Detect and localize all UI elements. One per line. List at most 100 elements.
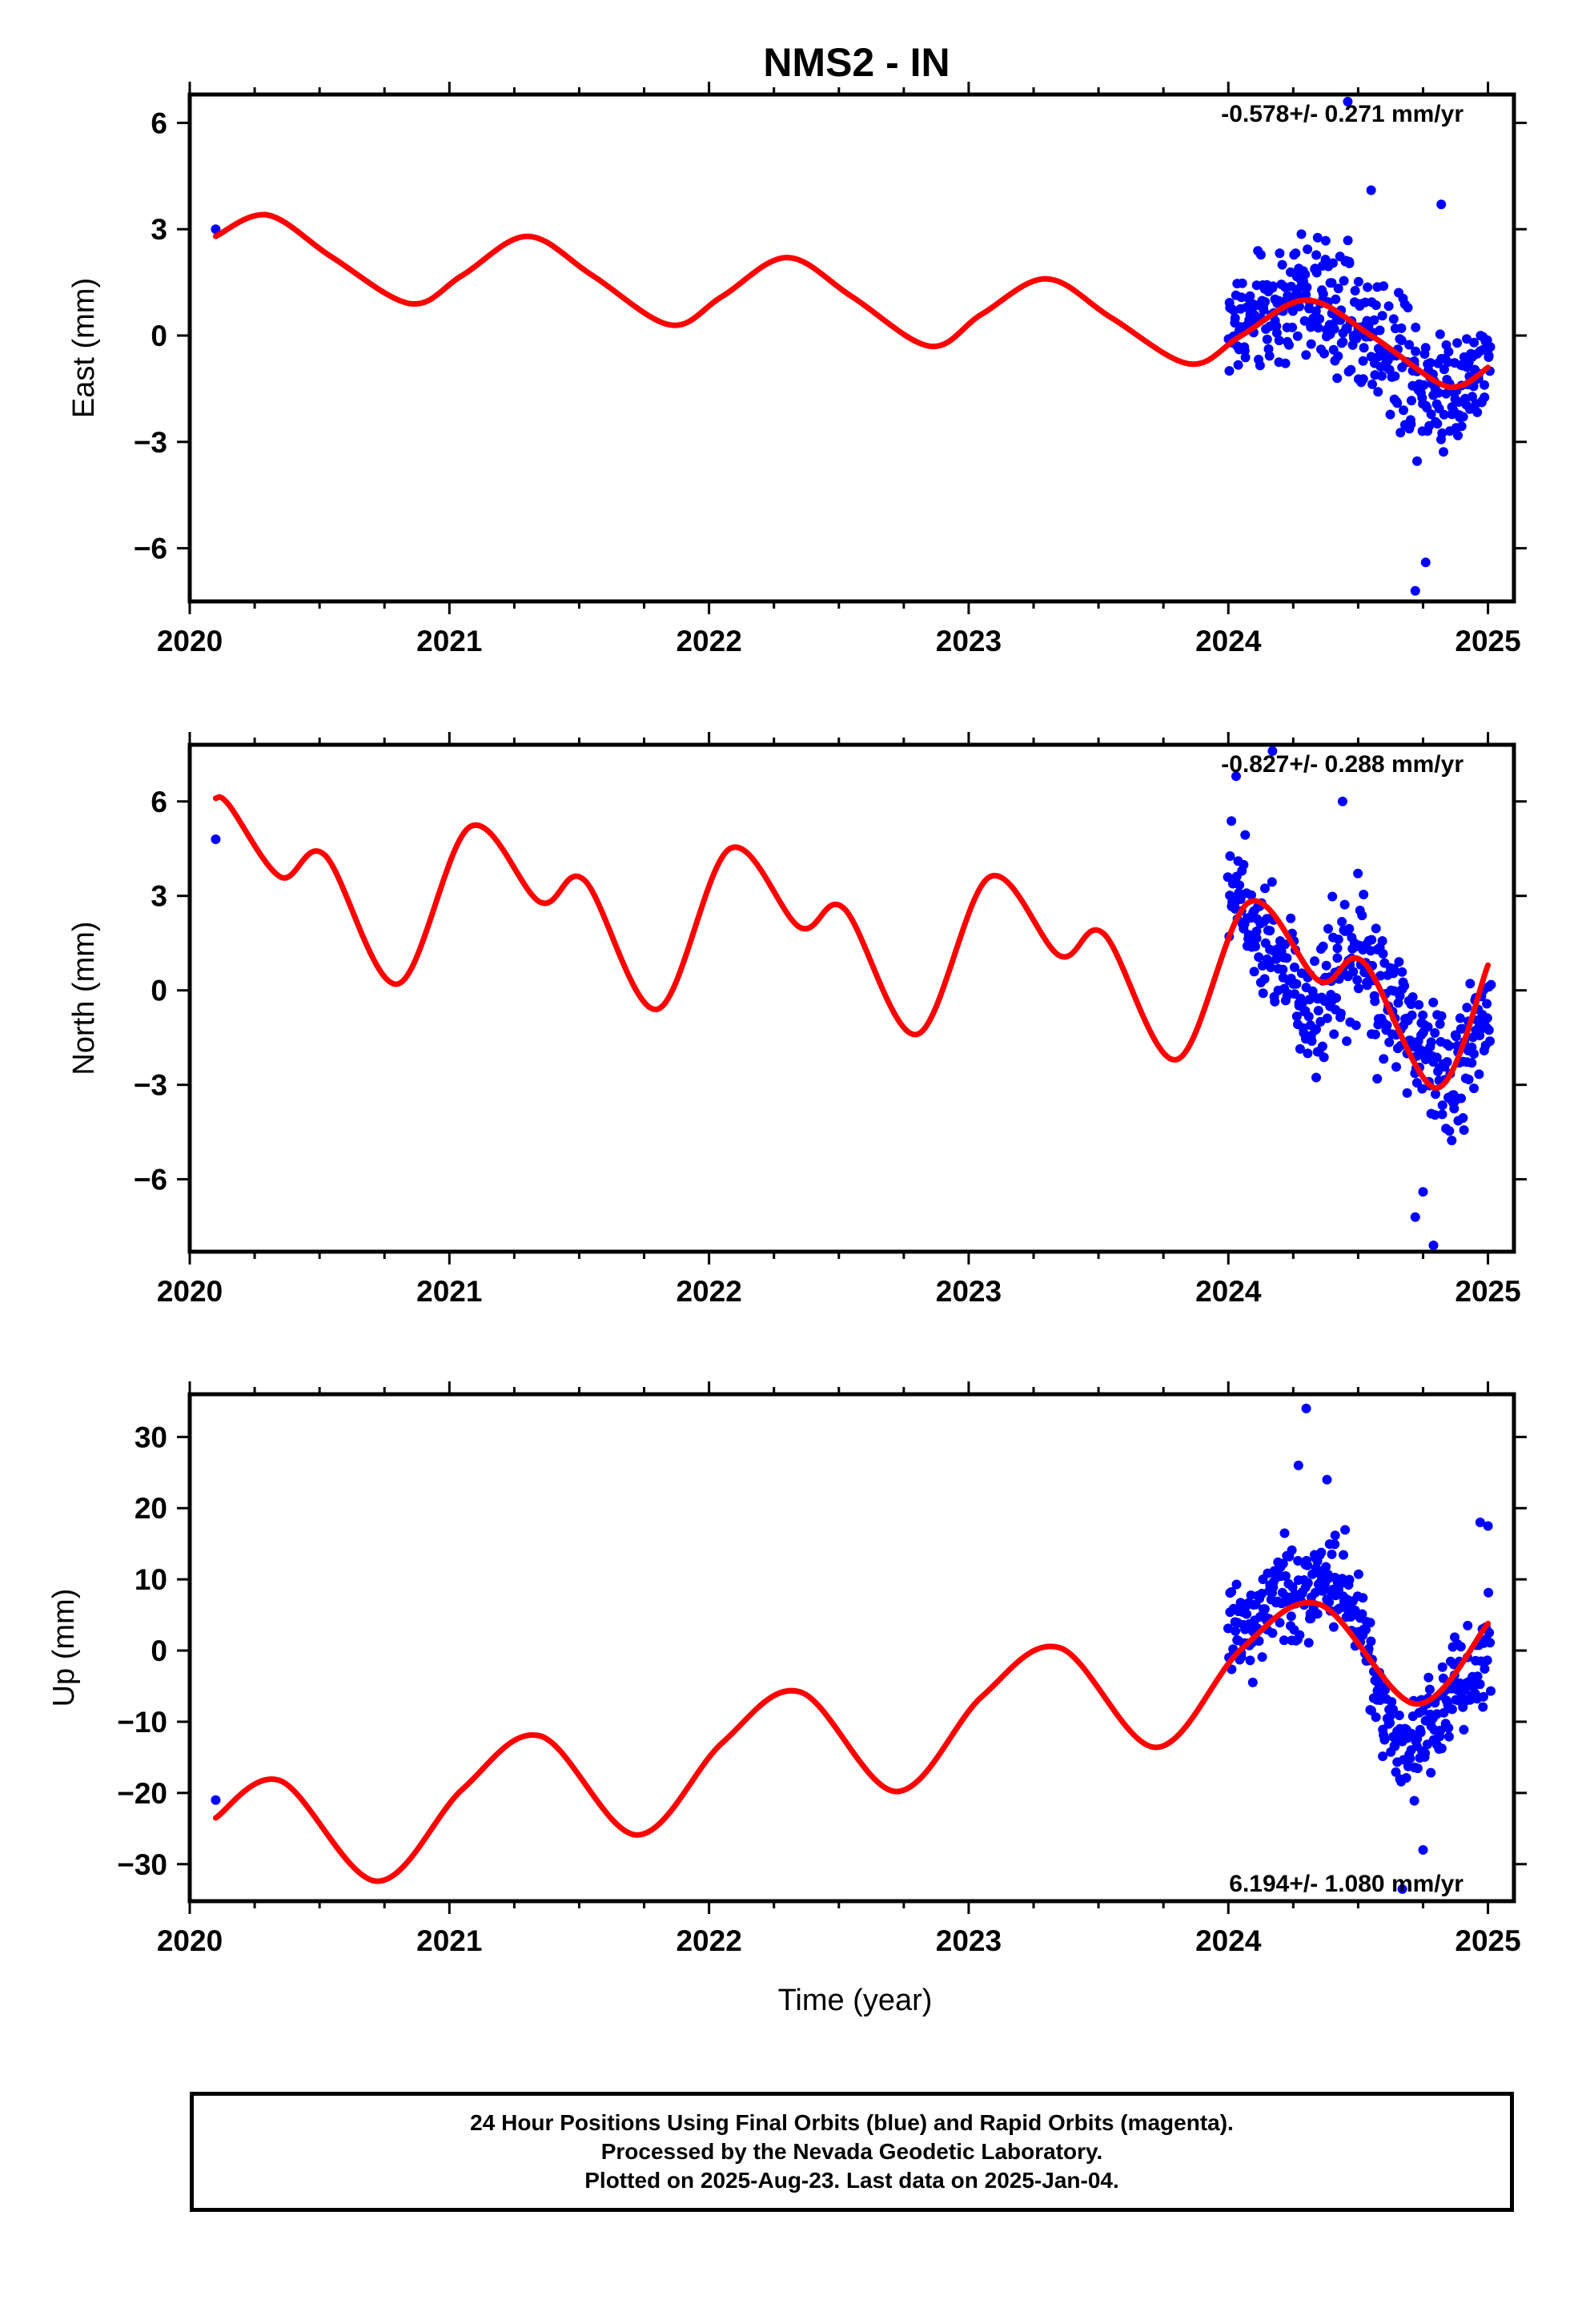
data-points-north (211, 746, 1496, 1251)
data-point (1439, 1707, 1449, 1718)
data-point (1268, 281, 1278, 292)
data-point (1351, 1020, 1361, 1031)
data-point (1324, 1597, 1335, 1607)
data-point (1486, 1686, 1496, 1696)
data-point (1227, 816, 1237, 826)
data-point (1295, 1630, 1305, 1640)
data-point (1382, 1020, 1392, 1031)
data-point (1435, 1019, 1445, 1029)
data-point (1423, 1672, 1434, 1683)
x-tick-label: 2023 (936, 1924, 1002, 1957)
data-point (1469, 1049, 1479, 1059)
data-point (1406, 419, 1416, 429)
data-point (1331, 993, 1341, 1003)
data-point (1274, 336, 1284, 346)
data-point (1486, 979, 1496, 990)
data-point (1300, 269, 1311, 279)
data-point (1371, 300, 1381, 311)
data-point (1249, 967, 1259, 977)
data-point (1475, 1518, 1485, 1528)
data-point (1433, 388, 1443, 398)
data-point (1277, 259, 1287, 270)
data-point (1462, 334, 1472, 344)
data-point (1379, 1735, 1390, 1745)
x-tick-label: 2021 (416, 1275, 482, 1308)
data-point (1373, 387, 1383, 397)
data-point (1407, 992, 1418, 1002)
data-point (1267, 877, 1277, 887)
data-point (1485, 342, 1496, 352)
data-point (1335, 1008, 1346, 1019)
data-point (1231, 1626, 1241, 1636)
data-point (1418, 1844, 1428, 1855)
y-tick-label: −3 (134, 1069, 167, 1102)
data-point (1307, 1036, 1317, 1046)
data-point (1404, 340, 1415, 350)
data-point (1484, 1587, 1494, 1598)
data-point (1312, 1609, 1323, 1619)
data-point (1439, 364, 1449, 375)
data-point (1396, 336, 1407, 345)
data-point (1458, 1113, 1468, 1123)
data-point (1443, 1041, 1454, 1051)
y-axis-label-north: North (mm) (67, 921, 101, 1075)
data-point (1223, 1623, 1233, 1634)
data-point (1292, 331, 1303, 341)
data-point (1439, 409, 1449, 420)
data-point (1303, 1560, 1313, 1570)
data-point (1390, 371, 1400, 381)
data-point (1430, 1110, 1440, 1120)
data-point (1293, 1460, 1303, 1470)
data-point (1303, 1011, 1314, 1022)
data-point (1367, 935, 1377, 945)
plot-frame-east (187, 92, 1516, 604)
data-point (1406, 999, 1416, 1009)
data-point (1224, 366, 1235, 376)
y-tick-label: 20 (135, 1492, 167, 1525)
data-point (1259, 974, 1270, 984)
data-point (1287, 1545, 1297, 1555)
data-point (1315, 314, 1325, 324)
data-point (1322, 1013, 1332, 1023)
data-point (1247, 890, 1256, 900)
data-point (1453, 430, 1463, 440)
data-point (1482, 1655, 1492, 1666)
data-point (1410, 1212, 1420, 1222)
x-tick-label: 2025 (1455, 1924, 1520, 1957)
data-point (1318, 289, 1328, 300)
data-point (1225, 851, 1235, 861)
data-point (1443, 1731, 1454, 1742)
data-point (1291, 979, 1302, 989)
data-point (1352, 975, 1363, 985)
data-point (1484, 1025, 1494, 1035)
data-point (1332, 953, 1343, 963)
data-point (1367, 379, 1377, 389)
data-point (1412, 456, 1422, 466)
data-point (1407, 396, 1416, 406)
data-point (1327, 1549, 1337, 1559)
data-point (1388, 1704, 1398, 1715)
data-point (1475, 1679, 1485, 1690)
data-point (1278, 964, 1288, 975)
data-point (1353, 868, 1363, 879)
data-point (1291, 1011, 1302, 1022)
data-point (1396, 323, 1407, 333)
data-point (1437, 428, 1447, 438)
data-point (1245, 291, 1255, 301)
data-point (1266, 963, 1276, 972)
y-tick-label: 0 (151, 320, 167, 352)
y-tick-label: −20 (117, 1777, 167, 1810)
model-curve-east (212, 211, 1492, 391)
data-point (1240, 830, 1251, 840)
data-point (1412, 1763, 1423, 1774)
data-point (1443, 1723, 1454, 1733)
data-point (1286, 1611, 1296, 1622)
plot-frame-up (187, 1392, 1516, 1904)
footer-line-3: Plotted on 2025-Aug-23. Last data on 202… (584, 2168, 1119, 2193)
data-point (1311, 250, 1322, 260)
data-point (1291, 248, 1301, 259)
x-tick-label: 2025 (1455, 1275, 1520, 1308)
data-point (1342, 1036, 1352, 1047)
data-point (1366, 185, 1376, 195)
data-point (1375, 971, 1386, 981)
